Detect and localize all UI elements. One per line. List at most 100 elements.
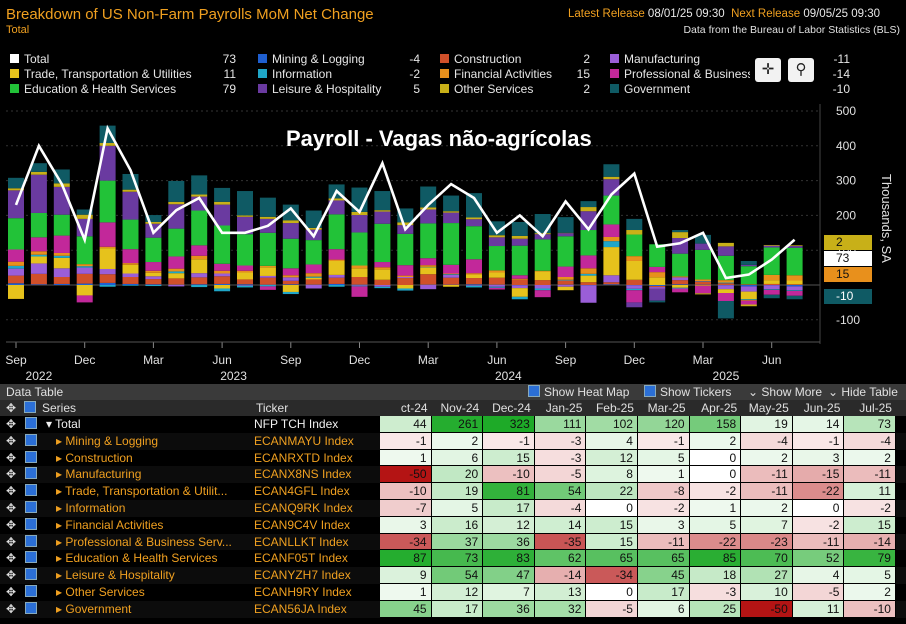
value-cell[interactable]: 3 bbox=[638, 516, 690, 534]
legend-item[interactable]: Total bbox=[10, 52, 200, 67]
move-icon[interactable]: ✥ bbox=[6, 568, 17, 583]
value-cell[interactable]: 47 bbox=[483, 567, 535, 584]
value-cell[interactable]: 0 bbox=[586, 584, 638, 601]
value-cell[interactable]: -34 bbox=[586, 567, 638, 584]
value-cell[interactable]: 1 bbox=[380, 584, 432, 601]
value-cell[interactable]: 17 bbox=[638, 584, 690, 601]
legend-item[interactable]: Professional & Business Services bbox=[610, 67, 750, 82]
value-cell[interactable]: 5 bbox=[431, 500, 484, 517]
value-cell[interactable]: -1 bbox=[638, 432, 690, 450]
value-cell[interactable]: 87 bbox=[380, 550, 432, 568]
series-name[interactable]: ▸ Manufacturing bbox=[56, 467, 142, 482]
value-cell[interactable]: 7 bbox=[483, 584, 535, 601]
month-column-header[interactable]: May-25 bbox=[748, 401, 789, 415]
value-cell[interactable]: 36 bbox=[483, 600, 535, 618]
ticker-cell[interactable]: ECANQ9RK Index bbox=[254, 501, 353, 515]
table-row[interactable]: ✥ ▸ Construction ECANRXTD Index 1 6 15 -3 12 5 0 2… bbox=[0, 449, 906, 467]
value-cell[interactable]: -2 bbox=[792, 516, 845, 534]
table-row[interactable]: ✥ ▸ Information ECANQ9RK Index -7 5 17 -4 0 -2 1 2… bbox=[0, 500, 906, 517]
value-cell[interactable]: -1 bbox=[380, 432, 432, 450]
value-cell[interactable]: -5 bbox=[792, 584, 845, 601]
value-cell[interactable]: 15 bbox=[586, 516, 638, 534]
row-checkbox[interactable] bbox=[25, 501, 37, 513]
value-cell[interactable]: -14 bbox=[534, 567, 587, 584]
value-cell[interactable]: 37 bbox=[431, 533, 484, 551]
table-row[interactable]: ✥ ▸ Professional & Business Serv... ECANLL… bbox=[0, 533, 906, 551]
value-cell[interactable]: 12 bbox=[431, 584, 484, 601]
value-cell[interactable]: -23 bbox=[741, 533, 793, 551]
value-cell[interactable]: -10 bbox=[483, 466, 535, 484]
series-column-header[interactable]: Series bbox=[42, 401, 77, 415]
row-checkbox[interactable] bbox=[25, 585, 37, 597]
series-name[interactable]: ▸ Other Services bbox=[56, 585, 145, 599]
value-cell[interactable]: 83 bbox=[483, 550, 535, 568]
show-tickers-toggle[interactable]: Show Tickers bbox=[644, 385, 731, 399]
month-column-header[interactable]: Nov-24 bbox=[440, 401, 480, 415]
value-cell[interactable]: 0 bbox=[689, 449, 742, 467]
value-cell[interactable]: 1 bbox=[380, 449, 432, 467]
value-cell[interactable]: 17 bbox=[483, 500, 535, 517]
series-name[interactable]: ▸ Construction bbox=[56, 450, 133, 465]
move-icon[interactable]: ✥ bbox=[6, 601, 17, 616]
value-cell[interactable]: 3 bbox=[792, 449, 845, 467]
legend-item[interactable]: Other Services bbox=[440, 82, 552, 97]
value-cell[interactable]: 12 bbox=[586, 449, 638, 467]
value-cell[interactable]: -2 bbox=[638, 500, 690, 517]
value-cell[interactable]: 81 bbox=[483, 483, 535, 500]
value-cell[interactable]: 18 bbox=[689, 567, 742, 584]
ticker-cell[interactable]: ECAN56JA Index bbox=[254, 601, 347, 616]
ticker-column-header[interactable]: Ticker bbox=[256, 401, 289, 415]
value-cell[interactable]: 15 bbox=[586, 533, 638, 551]
series-name[interactable]: ▸ Leisure & Hospitality bbox=[56, 568, 175, 583]
value-cell[interactable]: -22 bbox=[792, 483, 845, 500]
value-cell[interactable]: 36 bbox=[483, 533, 535, 551]
value-cell[interactable]: -1 bbox=[792, 432, 845, 450]
value-cell[interactable]: -50 bbox=[741, 600, 793, 618]
value-cell[interactable]: 261 bbox=[431, 416, 484, 433]
show-more-button[interactable]: ⌄ Show More bbox=[748, 385, 822, 399]
value-cell[interactable]: 11 bbox=[844, 483, 896, 500]
value-cell[interactable]: 13 bbox=[534, 584, 587, 601]
value-cell[interactable]: 44 bbox=[380, 416, 432, 433]
table-row[interactable]: ✥ ▸ Manufacturing ECANX8NS Index -50 20 -10 -5… bbox=[0, 466, 906, 484]
value-cell[interactable]: -34 bbox=[380, 533, 432, 551]
row-checkbox[interactable] bbox=[25, 551, 37, 564]
ticker-cell[interactable]: ECANX8NS Index bbox=[254, 467, 352, 482]
month-column-header[interactable]: Jan-25 bbox=[545, 401, 583, 415]
value-cell[interactable]: 32 bbox=[534, 600, 587, 618]
value-cell[interactable]: 54 bbox=[431, 567, 484, 584]
value-cell[interactable]: 45 bbox=[380, 600, 432, 618]
value-cell[interactable]: 0 bbox=[689, 466, 742, 484]
value-cell[interactable]: 14 bbox=[534, 516, 587, 534]
value-cell[interactable]: 15 bbox=[483, 449, 535, 467]
table-row[interactable]: ✥ ▸ Mining & Logging ECANMAYU Index -1 2 -1 -3… bbox=[0, 432, 906, 450]
row-checkbox[interactable] bbox=[25, 484, 37, 497]
series-name[interactable]: ▸ Information bbox=[56, 501, 126, 515]
move-icon[interactable]: ✥ bbox=[6, 433, 17, 448]
series-name[interactable]: ▸ Professional & Business Serv... bbox=[56, 534, 232, 549]
value-cell[interactable]: 5 bbox=[844, 567, 896, 584]
value-cell[interactable]: 27 bbox=[741, 567, 793, 584]
ticker-cell[interactable]: ECAN4GFL Index bbox=[254, 484, 350, 499]
series-name[interactable]: ▸ Trade, Transportation & Utilit... bbox=[56, 484, 228, 499]
value-cell[interactable]: 62 bbox=[534, 550, 587, 568]
value-cell[interactable]: -5 bbox=[534, 466, 587, 484]
value-cell[interactable]: -11 bbox=[741, 483, 793, 500]
value-cell[interactable]: 6 bbox=[431, 449, 484, 467]
value-cell[interactable]: 20 bbox=[431, 466, 484, 484]
value-cell[interactable]: 1 bbox=[689, 500, 742, 517]
move-icon[interactable]: ✥ bbox=[6, 450, 17, 465]
value-cell[interactable]: -11 bbox=[638, 533, 690, 551]
row-checkbox[interactable] bbox=[25, 450, 37, 463]
value-cell[interactable]: 73 bbox=[431, 550, 484, 568]
month-column-header[interactable]: Feb-25 bbox=[595, 401, 634, 415]
value-cell[interactable]: 2 bbox=[431, 432, 484, 450]
ticker-cell[interactable]: ECANLLKT Index bbox=[254, 534, 349, 549]
value-cell[interactable]: 65 bbox=[586, 550, 638, 568]
move-icon[interactable]: ✥ bbox=[6, 534, 17, 549]
value-cell[interactable]: 158 bbox=[689, 416, 742, 433]
ticker-cell[interactable]: ECANYZH7 Index bbox=[254, 568, 351, 583]
value-cell[interactable]: 25 bbox=[689, 600, 742, 618]
hide-table-button[interactable]: ⌄ Hide Table bbox=[828, 385, 898, 399]
value-cell[interactable]: 12 bbox=[483, 516, 535, 534]
